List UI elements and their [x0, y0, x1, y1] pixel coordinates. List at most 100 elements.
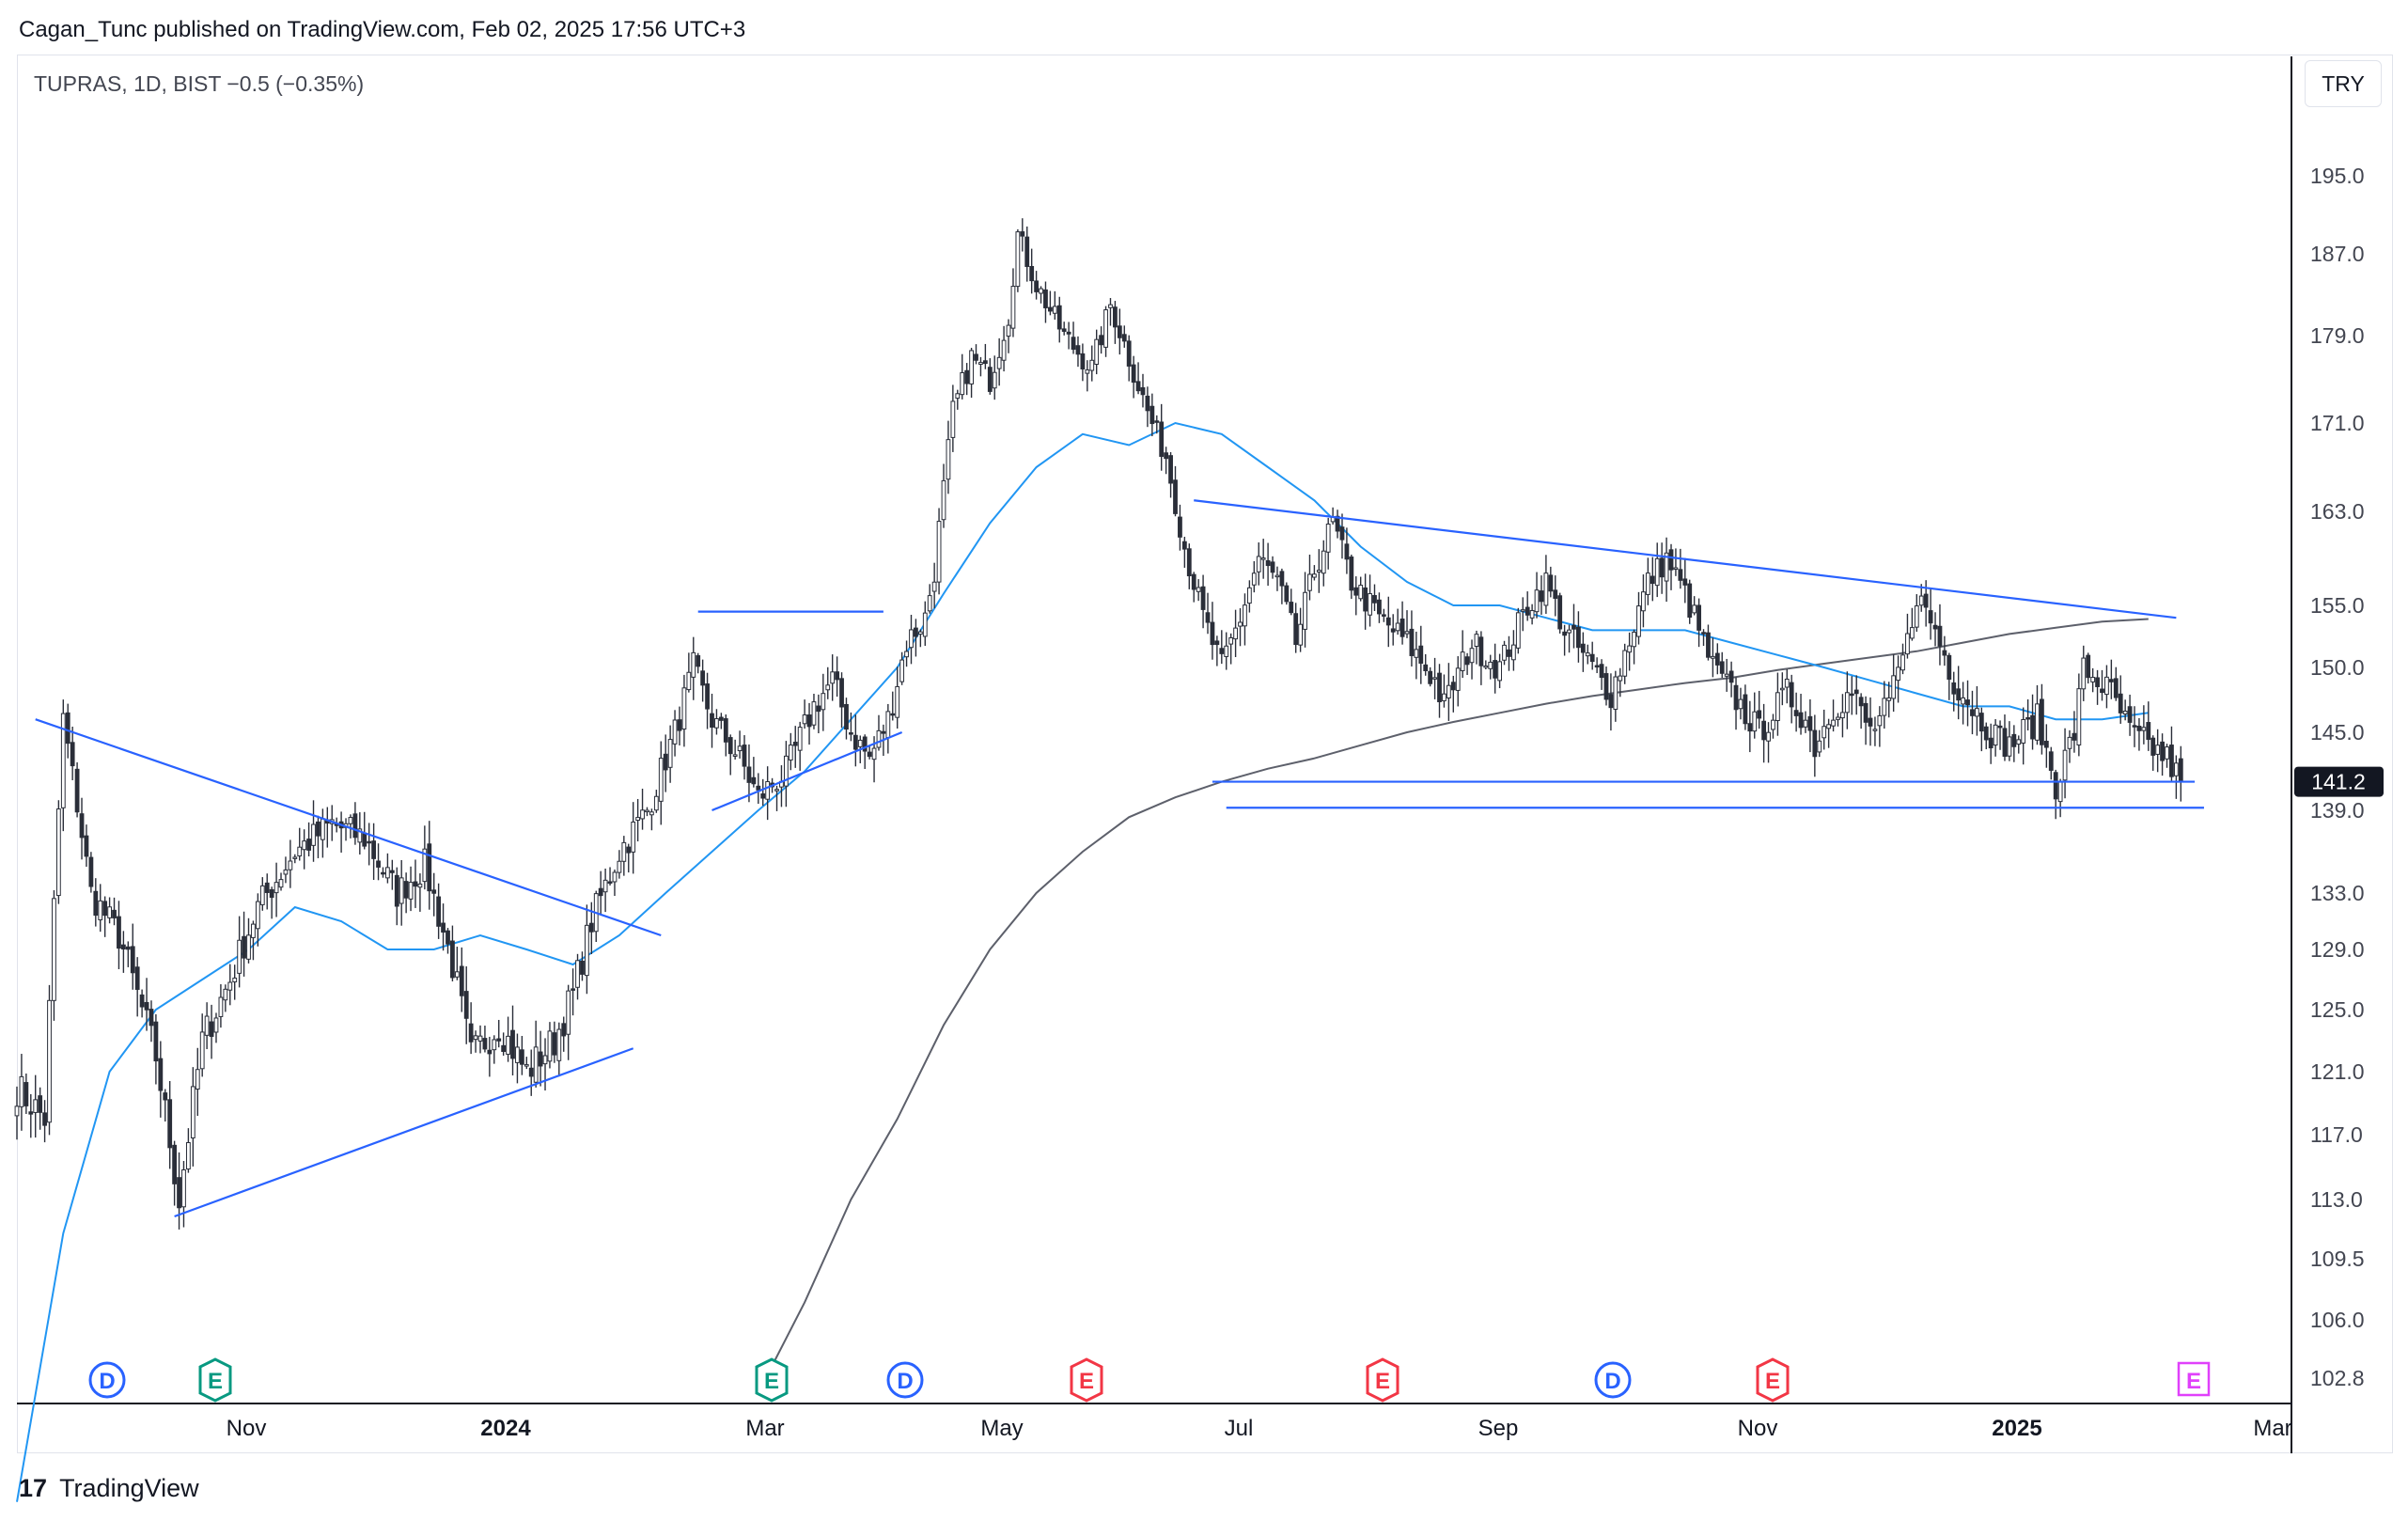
- symbol-legend: TUPRAS, 1D, BIST −0.5 (−0.35%): [34, 71, 365, 96]
- candle-down: [1024, 236, 1030, 267]
- candle-up: [1238, 621, 1243, 627]
- price-tick-label: 195.0: [2310, 164, 2365, 188]
- candle-down: [389, 870, 395, 873]
- candle-down: [1200, 586, 1206, 610]
- candle-down: [269, 888, 274, 899]
- candle-up: [566, 990, 571, 1035]
- candle-down: [1168, 455, 1173, 484]
- candle-up: [1738, 698, 1743, 710]
- candle-down: [1140, 386, 1146, 396]
- price-tick-label: 109.5: [2310, 1247, 2365, 1271]
- candle-down: [117, 916, 121, 949]
- candle-up: [575, 960, 580, 988]
- candle-up: [1826, 724, 1832, 729]
- candle-down: [2040, 698, 2044, 745]
- candle-down: [102, 901, 108, 917]
- candle-up: [348, 817, 353, 824]
- candle-down: [1553, 589, 1558, 599]
- candle-down: [1701, 632, 1706, 635]
- earnings-marker: [198, 1357, 232, 1403]
- price-tick-label: 163.0: [2310, 499, 2365, 524]
- candle-down: [1135, 381, 1141, 392]
- candle-down: [459, 965, 464, 996]
- candle-down: [723, 718, 728, 743]
- candle-up: [960, 372, 965, 396]
- candle-down: [1789, 682, 1794, 708]
- candle-down: [1793, 710, 1799, 716]
- candle-up: [1900, 654, 1905, 671]
- candle-down: [1071, 337, 1076, 351]
- candle-down: [450, 940, 455, 979]
- earnings-marker: [1366, 1357, 1399, 1403]
- candle-down: [1970, 709, 1975, 716]
- candle-up: [1654, 557, 1660, 587]
- candle-up: [686, 671, 692, 691]
- tradingview-logo[interactable]: 17 TradingView: [19, 1474, 199, 1503]
- candle-up: [783, 755, 789, 787]
- candle-down: [1589, 653, 1595, 663]
- candle-up: [227, 981, 233, 991]
- candle-up: [190, 1086, 195, 1138]
- candle-up: [1432, 677, 1437, 680]
- candle-down: [1849, 693, 1854, 697]
- candle-up: [830, 671, 836, 684]
- candle-down: [1928, 610, 1933, 624]
- currency-button[interactable]: TRY: [2305, 60, 2382, 107]
- candle-up: [658, 758, 664, 802]
- candle-down: [1548, 574, 1554, 592]
- candle-down: [112, 909, 117, 918]
- candle-down: [1219, 648, 1225, 654]
- candle-up: [936, 521, 942, 583]
- candle-up: [422, 848, 428, 883]
- candle-down: [839, 678, 844, 708]
- candle-down: [510, 1029, 515, 1059]
- time-tick-label: Sep: [1478, 1416, 1519, 1441]
- candle-up: [602, 879, 608, 893]
- candle-up: [621, 841, 627, 862]
- candle-down: [1603, 673, 1609, 700]
- candle-up: [1395, 622, 1400, 632]
- candle-down: [881, 730, 886, 734]
- dividend-marker: [886, 1361, 924, 1399]
- candle-up: [1613, 676, 1618, 710]
- candle-up: [1303, 591, 1307, 630]
- candle-up: [1627, 645, 1633, 653]
- candle-up: [667, 739, 673, 768]
- candle-down: [1965, 699, 1970, 706]
- candle-down: [1279, 571, 1285, 587]
- candle-down: [1149, 405, 1155, 425]
- candle-up: [876, 729, 882, 748]
- tradingview-logo-icon: 17: [19, 1474, 48, 1502]
- candle-up: [1877, 714, 1883, 727]
- candle-down: [982, 360, 988, 365]
- candle-up: [917, 631, 923, 635]
- candle-down: [371, 840, 377, 859]
- price-tick-label: 102.8: [2310, 1366, 2365, 1390]
- price-tick-label: 121.0: [2310, 1059, 2365, 1084]
- candle-down: [2127, 706, 2133, 723]
- candle-down: [431, 889, 437, 894]
- candle-up: [1474, 634, 1479, 647]
- candle-down: [209, 1021, 214, 1037]
- candle-up: [774, 789, 779, 792]
- candle-up: [556, 1028, 562, 1061]
- candle-down: [742, 745, 747, 767]
- candle-up: [2035, 703, 2040, 741]
- time-tick-label: 2024: [480, 1416, 531, 1441]
- price-tick-label: 117.0: [2310, 1122, 2363, 1147]
- candle-up: [1534, 589, 1540, 613]
- candle-up: [1368, 593, 1372, 616]
- candle-down: [1099, 335, 1104, 346]
- candle-up: [909, 629, 914, 649]
- trend-line: [1194, 499, 2177, 619]
- candle-down: [2150, 737, 2156, 756]
- candle-down: [580, 960, 585, 975]
- time-tick-label: Nov: [227, 1416, 267, 1441]
- candle-down: [1270, 561, 1275, 573]
- candle-up: [1316, 570, 1321, 572]
- candle-down: [1265, 560, 1271, 567]
- candle-up: [857, 739, 863, 747]
- candle-down: [2108, 679, 2114, 682]
- candle-up: [251, 923, 256, 938]
